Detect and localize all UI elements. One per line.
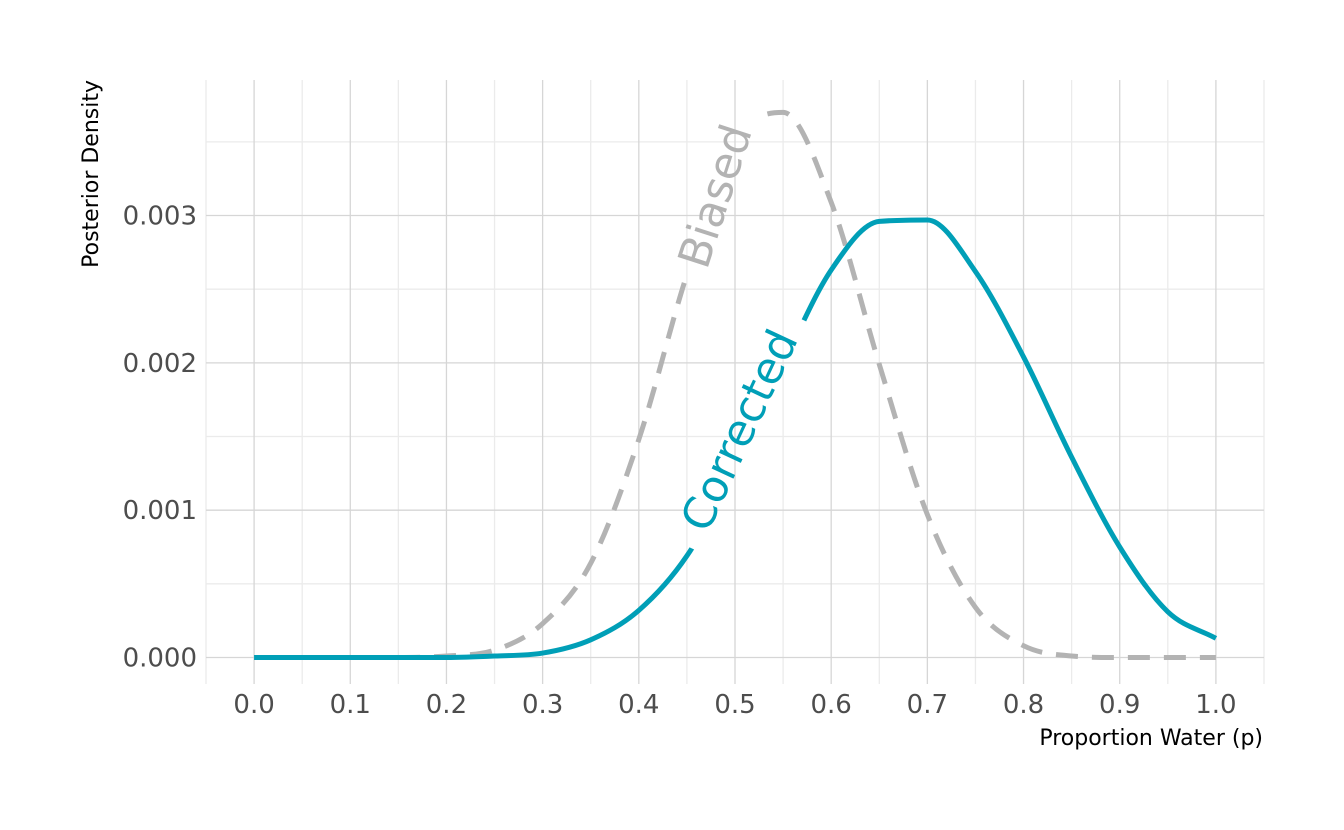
corrected-line bbox=[254, 217, 1218, 660]
x-tick-label: 0.1 bbox=[330, 690, 371, 720]
y-tick-label: 0.001 bbox=[123, 496, 197, 526]
x-tick-label: 0.2 bbox=[426, 690, 467, 720]
x-tick-label: 0.9 bbox=[1099, 690, 1140, 720]
x-tick-label: 0.8 bbox=[1003, 690, 1044, 720]
series-lines bbox=[254, 109, 1218, 660]
x-axis-title: Proportion Water (p) bbox=[1039, 726, 1263, 751]
x-tick-label: 0.0 bbox=[233, 690, 274, 720]
x-tick-label: 0.6 bbox=[811, 690, 852, 720]
x-tick-label: 0.3 bbox=[522, 690, 563, 720]
corrected-label: Corrected bbox=[671, 322, 808, 539]
x-tick-labels: 0.0 0.1 0.2 0.3 0.4 0.5 0.6 0.7 0.8 0.9 1.0 bbox=[233, 690, 1236, 720]
y-tick-labels: 0.000 0.001 0.002 0.003 bbox=[123, 202, 197, 674]
grid bbox=[205, 80, 1265, 684]
x-tick-label: 1.0 bbox=[1195, 690, 1236, 720]
x-tick-label: 0.7 bbox=[907, 690, 948, 720]
x-tick-label: 0.4 bbox=[618, 690, 659, 720]
y-tick-label: 0.003 bbox=[123, 202, 197, 232]
y-axis-title: Posterior Density bbox=[79, 80, 104, 268]
y-tick-label: 0.000 bbox=[123, 643, 197, 673]
y-tick-label: 0.002 bbox=[123, 349, 197, 379]
x-tick-label: 0.5 bbox=[714, 690, 755, 720]
